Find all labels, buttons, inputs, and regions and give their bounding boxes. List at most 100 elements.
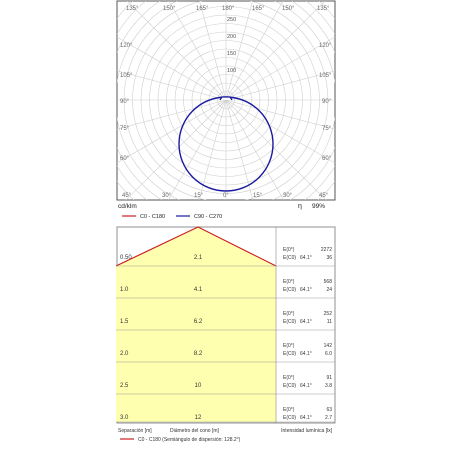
angle-label-top-180: 180° <box>222 6 235 12</box>
polar-grid-spoke <box>225 70 335 101</box>
cone-row: 0.50 2.1 E(0°) E(C0) 64.1° 2272 36 <box>116 247 335 267</box>
diameter-value: 4.1 <box>194 287 203 293</box>
separation-value: 2.0 <box>120 351 129 357</box>
half-angle-value: 64.1° <box>300 255 312 261</box>
radial-label-250: 250 <box>227 17 236 23</box>
separation-value: 1.0 <box>120 287 129 293</box>
angle-label-left-120: 120° <box>120 43 133 49</box>
e0-value: 252 <box>324 311 333 317</box>
polar-grid-spoke <box>225 1 284 101</box>
illuminance-cone-panel: 0.50 2.1 E(0°) E(C0) 64.1° 2272 36 1.0 4… <box>115 222 336 452</box>
polar-curve-c90-c270 <box>178 96 274 192</box>
half-angle-value: 64.1° <box>300 351 312 357</box>
angle-label-top-150-right: 150° <box>282 6 295 12</box>
polar-grid-spoke <box>225 99 335 130</box>
efficiency-value: 99% <box>312 203 325 210</box>
half-angle-value: 64.1° <box>300 415 312 421</box>
e0-label: E(0°) <box>283 375 295 381</box>
angle-label-top-135-left: 135° <box>126 6 139 12</box>
e0-label: E(0°) <box>283 343 295 349</box>
half-angle-value: 64.1° <box>300 287 312 293</box>
polar-grid-spoke <box>199 1 227 101</box>
angle-label-bottom-45-left: 45° <box>122 193 132 199</box>
cone-row: 1.0 4.1 E(0°) E(C0) 64.1° 568 24 <box>116 279 335 299</box>
ec-label: E(C0) <box>283 415 296 421</box>
cone-rows: 0.50 2.1 E(0°) E(C0) 64.1° 2272 36 1.0 4… <box>116 247 335 423</box>
angle-label-right-90: 90° <box>322 99 332 105</box>
polar-grid-spoke <box>117 99 227 164</box>
e0-value: 91 <box>326 375 332 381</box>
ec-label: E(C0) <box>283 255 296 261</box>
polar-grid-spoke <box>167 99 227 200</box>
polar-diagram-panel: 135° 150° 165° 180° 165° 150° 135° 120° … <box>116 0 336 222</box>
half-angle-value: 64.1° <box>300 383 312 389</box>
angle-label-right-75: 75° <box>322 126 332 132</box>
cone-legend-label: C0 - C180 (Semiángulo de dispersión: 128… <box>138 437 241 443</box>
cone-outline <box>115 226 277 267</box>
polar-grid-spoke <box>225 1 326 101</box>
angle-label-bottom-30-left: 30° <box>162 193 172 199</box>
polar-grid <box>117 1 335 200</box>
polar-grid-spoke <box>125 99 227 200</box>
intensity-axis-label: Intensidad lumínica [lx] <box>281 428 332 434</box>
diameter-axis-label: Diámetro del cono [m] <box>170 428 220 434</box>
e0-label: E(0°) <box>283 279 295 285</box>
polar-grid-spoke <box>117 70 227 101</box>
diameter-value: 2.1 <box>194 255 203 261</box>
radial-label-150: 150 <box>227 51 236 57</box>
polar-curves <box>178 96 274 192</box>
ec-label: E(C0) <box>283 383 296 389</box>
e0-value: 142 <box>324 343 333 349</box>
angle-label-right-120: 120° <box>319 43 332 49</box>
radial-label-100: 100 <box>227 68 236 74</box>
polar-diagram: 135° 150° 165° 180° 165° 150° 135° 120° … <box>116 0 336 220</box>
cone-row: 3.0 12 E(0°) E(C0) 64.1° 63 2.7 <box>116 407 335 423</box>
polar-curve-notch <box>219 96 233 101</box>
ec-label: E(C0) <box>283 351 296 357</box>
ec-label: E(C0) <box>283 319 296 325</box>
e0-value: 2272 <box>321 247 332 253</box>
ec-label: E(C0) <box>283 287 296 293</box>
angle-label-top-135-right: 135° <box>317 6 330 12</box>
angle-label-top-150-left: 150° <box>163 6 176 12</box>
separation-value: 1.5 <box>120 319 129 325</box>
angle-label-bottom-0: 0° <box>223 193 229 199</box>
e0-label: E(0°) <box>283 407 295 413</box>
angle-label-top-165-right: 165° <box>252 6 265 12</box>
polar-grid-spoke <box>225 99 285 200</box>
legend-label-c0-c180: C0 - C180 <box>140 214 165 220</box>
angle-label-left-75: 75° <box>120 126 130 132</box>
polar-grid-spoke <box>225 36 335 101</box>
polar-grid-spoke <box>117 99 227 130</box>
polar-grid-spoke <box>225 99 335 164</box>
polar-grid-spoke <box>225 1 253 101</box>
angle-label-left-105: 105° <box>120 73 133 79</box>
angle-label-right-105: 105° <box>319 73 332 79</box>
ec-value: 3.8 <box>325 383 332 389</box>
diameter-value: 12 <box>195 415 202 421</box>
ec-value: 36 <box>326 255 332 261</box>
diameter-value: 8.2 <box>194 351 203 357</box>
diameter-value: 6.2 <box>194 319 203 325</box>
separation-value: 3.0 <box>120 415 129 421</box>
legend-label-c90-c270: C90 - C270 <box>194 214 222 220</box>
polar-grid-spoke <box>225 99 327 200</box>
efficiency-symbol: η <box>298 203 302 210</box>
cone-row: 2.0 8.2 E(0°) E(C0) 64.1° 142 6.0 <box>116 343 335 363</box>
ec-value: 2.7 <box>325 415 332 421</box>
e0-value: 568 <box>324 279 333 285</box>
separation-value: 0.50 <box>120 255 132 261</box>
e0-label: E(0°) <box>283 247 295 253</box>
ec-value: 11 <box>327 319 332 325</box>
cone-row: 1.5 6.2 E(0°) E(C0) 64.1° 252 11 <box>116 311 335 331</box>
polar-grid-spoke <box>225 99 254 200</box>
e0-value: 63 <box>326 407 332 413</box>
angle-label-bottom-15-right: 15° <box>253 193 263 199</box>
polar-grid-spoke <box>126 1 227 101</box>
ec-value: 6.0 <box>325 351 332 357</box>
separation-value: 2.5 <box>120 383 129 389</box>
polar-grid-spoke <box>168 1 227 101</box>
diameter-value: 10 <box>195 383 202 389</box>
angle-label-left-60: 60° <box>120 156 130 162</box>
separation-axis-label: Separación [m] <box>118 428 152 434</box>
